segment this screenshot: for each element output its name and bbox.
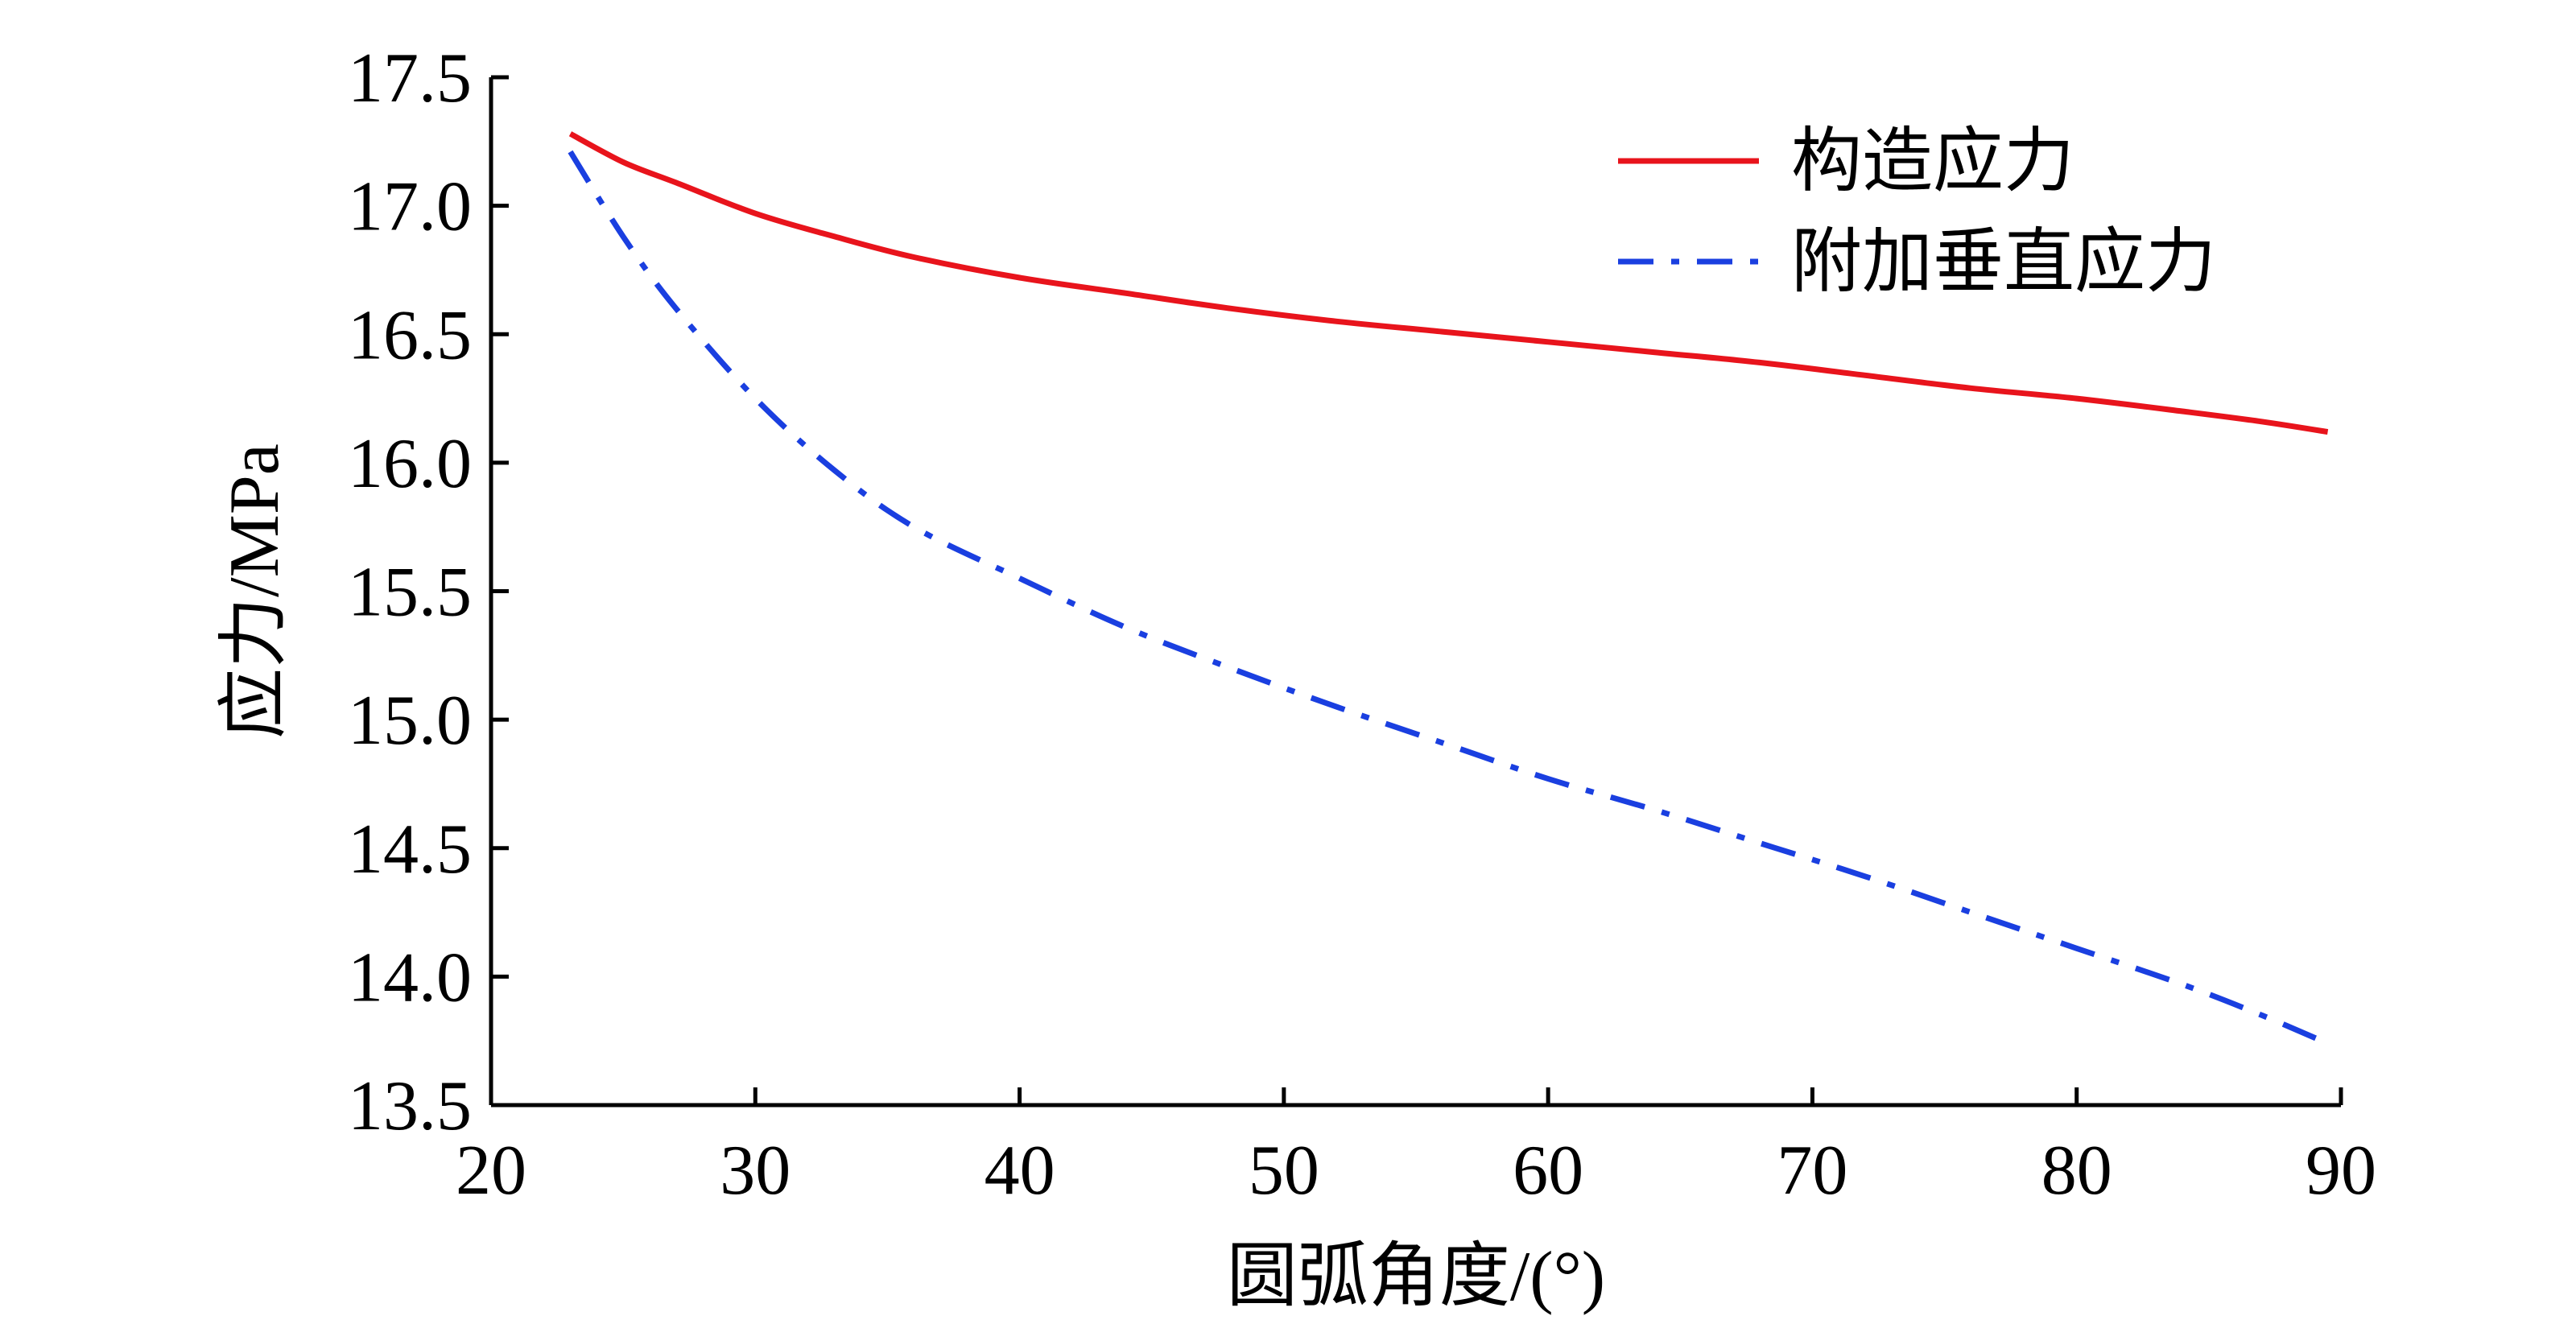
x-tick-label: 20 [456, 1132, 526, 1210]
series-line-1 [568, 131, 2329, 435]
y-tick-label: 13.5 [348, 1067, 472, 1145]
legend-label-2: 附加垂直应力 [1791, 224, 2216, 302]
x-tick-label: 80 [2041, 1132, 2112, 1210]
y-tick-label: 15.5 [348, 554, 472, 632]
x-axis-title: 圆弧角度/(°) [1227, 1238, 1605, 1316]
series-line-2 [568, 150, 2329, 1046]
y-tick-label: 17.5 [348, 39, 472, 118]
y-tick-label: 15.0 [348, 682, 472, 760]
axes: 13.5 14.0 14.5 15.0 15.5 16.0 16.5 17.0 17.5 20 3… [348, 39, 2376, 1210]
x-tick-label: 90 [2306, 1132, 2376, 1210]
x-tick-label: 50 [1249, 1132, 1319, 1210]
x-axis-ticks: 20 30 40 50 60 70 80 90 [456, 1087, 2376, 1210]
y-axis-title: 应力/MPa [216, 443, 294, 739]
x-tick-label: 40 [985, 1132, 1055, 1210]
legend-label-1: 构造应力 [1791, 123, 2074, 201]
series-layer [568, 131, 2329, 1046]
y-axis-ticks: 13.5 14.0 14.5 15.0 15.5 16.0 16.5 17.0 17.5 [348, 39, 509, 1145]
y-tick-label: 14.0 [348, 938, 472, 1017]
x-tick-label: 70 [1777, 1132, 1847, 1210]
y-tick-label: 16.5 [348, 296, 472, 374]
x-tick-label: 30 [720, 1132, 791, 1210]
y-tick-label: 14.5 [348, 811, 472, 889]
y-tick-label: 17.0 [348, 168, 472, 246]
y-tick-label: 16.0 [348, 425, 472, 503]
x-tick-label: 60 [1513, 1132, 1583, 1210]
